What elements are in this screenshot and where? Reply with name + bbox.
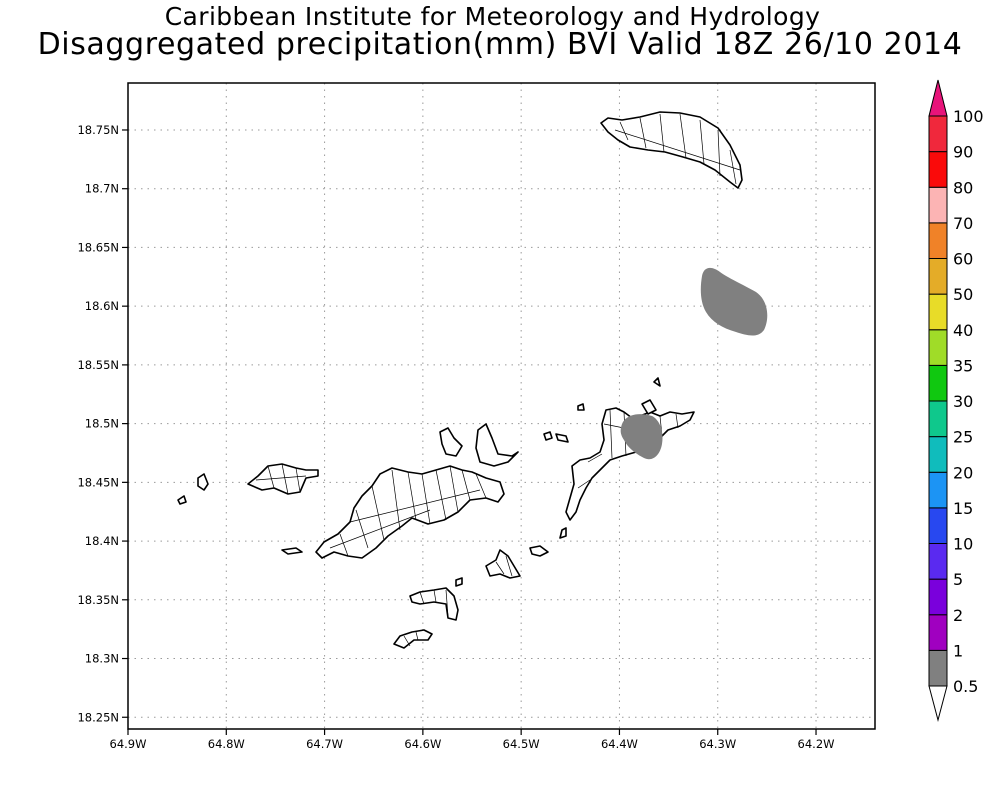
legend-arrow-low [928, 685, 948, 722]
anegada-island [600, 111, 743, 189]
lat-tick-label: 18.6N [85, 299, 119, 313]
legend-label: 2 [953, 606, 963, 625]
legend-swatch [928, 151, 948, 188]
legend-label: 25 [953, 428, 973, 447]
legend-label: 100 [953, 107, 984, 126]
lon-tick-label: 64.8W [208, 737, 245, 751]
legend-label: 70 [953, 214, 973, 233]
legend-label: 20 [953, 463, 973, 482]
legend-swatch [928, 400, 948, 438]
lat-tick-label: 18.7N [85, 182, 119, 196]
norman-island [393, 629, 433, 649]
grid-lines [128, 83, 875, 729]
legend-swatch [928, 471, 948, 509]
lat-tick-label: 18.55N [77, 358, 119, 372]
legend-label: 10 [953, 535, 973, 554]
lon-tick-label: 64.7W [306, 737, 343, 751]
prickly-pear-islet [641, 399, 657, 415]
latitude-axis: 18.25N 18.3N 18.35N 18.4N 18.45N 18.5N 18.55N 1… [77, 123, 128, 724]
legend-label: 0.5 [953, 677, 978, 696]
legend-label: 1 [953, 641, 963, 660]
lon-tick-label: 64.2W [798, 737, 835, 751]
lat-tick-label: 18.65N [77, 240, 119, 254]
legend-label: 35 [953, 356, 973, 375]
west-islet-2 [177, 495, 187, 505]
legend-label: 80 [953, 178, 973, 197]
legend-label: 60 [953, 250, 973, 269]
lat-tick-label: 18.5N [85, 417, 119, 431]
west-islet-3 [281, 547, 303, 555]
guana-island [439, 427, 463, 457]
legend-swatch [928, 578, 948, 616]
dead-chest-islet [455, 577, 463, 587]
map-frame [127, 82, 876, 730]
fallen-jerusalem [529, 545, 549, 557]
legend-swatch [928, 436, 948, 473]
legend-swatch [928, 329, 948, 366]
lon-tick-label: 64.6W [404, 737, 441, 751]
legend-swatch [928, 115, 948, 153]
legend-label: 15 [953, 499, 973, 518]
lon-tick-label: 64.3W [699, 737, 736, 751]
lat-tick-label: 18.4N [85, 534, 119, 548]
west-islet-1 [197, 473, 209, 491]
dogs-islands [543, 431, 569, 443]
legend-swatch [928, 222, 948, 259]
camanoe-islands [475, 423, 519, 467]
legend-label: 30 [953, 392, 973, 411]
eustatia-islet [653, 377, 661, 387]
legend-label: 50 [953, 285, 973, 304]
longitude-axis: 64.9W 64.8W 64.7W 64.6W 64.5W 64.4W 64.3W 64.2W [110, 729, 835, 751]
lat-tick-label: 18.25N [77, 710, 119, 724]
legend-swatch [928, 649, 948, 687]
land-areas [177, 111, 743, 649]
jost-van-dyke [247, 463, 319, 495]
legend-swatch [928, 293, 948, 331]
legend-swatch [928, 186, 948, 224]
chart-subtitle: Disaggregated precipitation(mm) BVI Vali… [37, 27, 963, 62]
legend-label: 40 [953, 321, 973, 340]
tortola-island [315, 465, 505, 559]
legend-swatch [928, 364, 948, 402]
lat-tick-label: 18.75N [77, 123, 119, 137]
lat-tick-label: 18.45N [77, 475, 119, 489]
peter-island [409, 587, 459, 621]
mosquito-islet [577, 403, 585, 411]
lat-tick-label: 18.3N [85, 652, 119, 666]
precip-area-north [700, 267, 768, 336]
ginger-islet [559, 527, 567, 539]
legend-swatch [928, 258, 948, 295]
legend-swatch [928, 543, 948, 580]
legend-swatch [928, 507, 948, 544]
lat-tick-label: 18.35N [77, 593, 119, 607]
legend-arrow-high [928, 79, 948, 117]
legend-label: 90 [953, 143, 973, 162]
legend-swatch [928, 614, 948, 651]
precipitation-areas [620, 267, 768, 460]
legend-label: 5 [953, 570, 963, 589]
precip-area-virgin-gorda [620, 414, 663, 460]
cooper-island [485, 549, 521, 579]
lon-tick-label: 64.5W [503, 737, 540, 751]
chart-title: Caribbean Institute for Meteorology and … [164, 2, 821, 31]
lon-tick-label: 64.4W [601, 737, 638, 751]
lon-tick-label: 64.9W [110, 737, 147, 751]
